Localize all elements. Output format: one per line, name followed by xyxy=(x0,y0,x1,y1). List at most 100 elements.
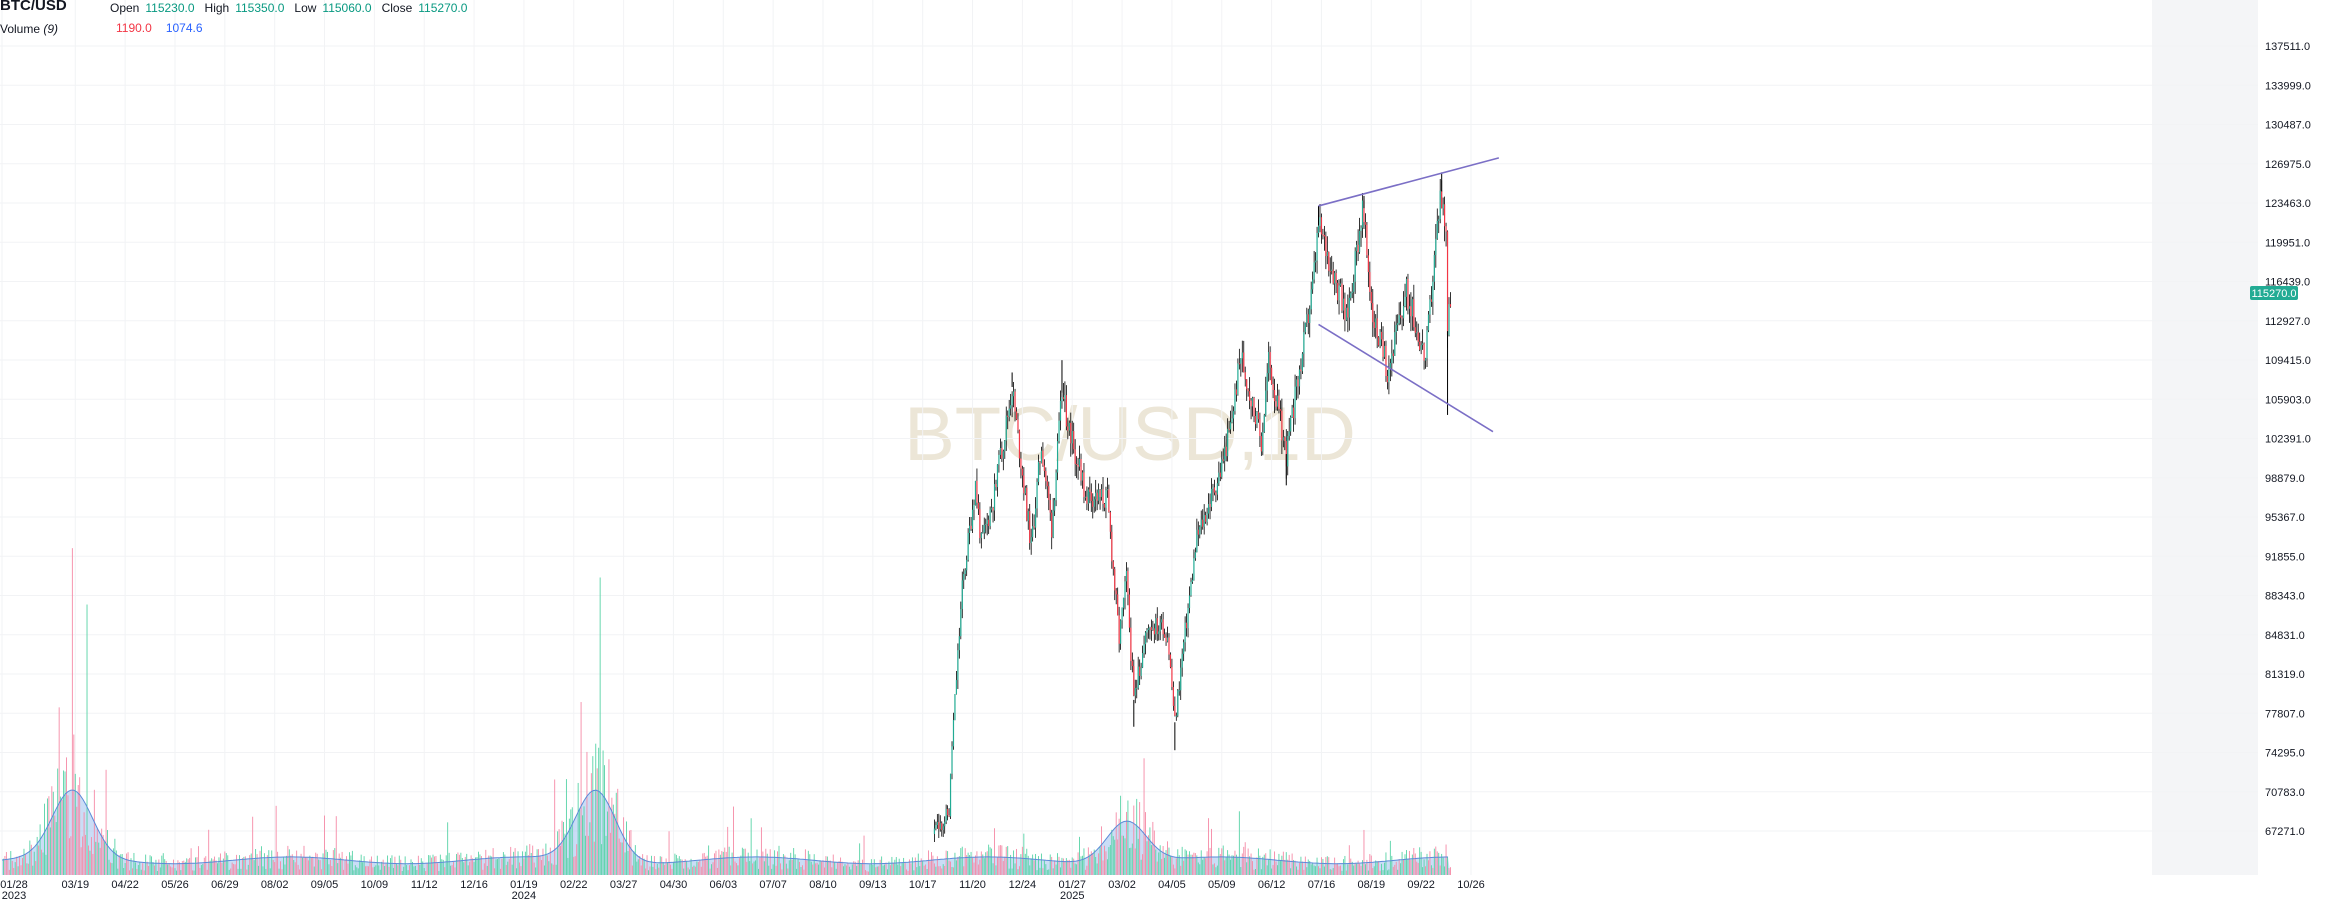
volume-bar xyxy=(645,868,647,875)
volume-bar xyxy=(832,854,834,875)
candle-body xyxy=(1222,459,1224,461)
volume-bar xyxy=(234,864,236,875)
volume-bar xyxy=(1168,847,1170,875)
volume-bar xyxy=(1112,836,1114,875)
candle-body xyxy=(1052,510,1054,538)
volume-bar xyxy=(284,864,286,875)
volume-bar xyxy=(152,862,154,875)
volume-bar xyxy=(941,868,943,875)
volume-bar xyxy=(741,847,743,875)
candle-body xyxy=(1400,315,1402,318)
candle-body xyxy=(1218,472,1220,484)
volume-bar xyxy=(1313,865,1315,875)
volume-bar xyxy=(1153,830,1155,875)
candle-body xyxy=(1061,397,1063,401)
volume-bar xyxy=(967,852,969,875)
candle-body xyxy=(1303,332,1305,354)
volume-bar xyxy=(983,858,985,875)
volume-bar xyxy=(998,845,1000,875)
volume-bar xyxy=(1429,851,1431,875)
volume-bar xyxy=(341,851,343,875)
volume-bar xyxy=(98,842,100,875)
candle-body xyxy=(1127,570,1129,595)
volume-bar xyxy=(1175,858,1177,875)
volume-bar xyxy=(225,853,227,875)
candle-body xyxy=(1105,490,1107,508)
volume-bar xyxy=(453,862,454,875)
volume-bar xyxy=(117,868,119,875)
volume-bar xyxy=(970,851,972,875)
volume-bar xyxy=(1312,862,1314,875)
candle-body xyxy=(966,559,968,571)
candle-body xyxy=(1329,270,1331,272)
candle-body xyxy=(1231,418,1233,423)
candle-body xyxy=(933,828,936,835)
volume-bar xyxy=(558,829,560,875)
volume-bar xyxy=(1115,812,1117,875)
candle-body xyxy=(1254,415,1257,425)
candle-body xyxy=(1026,487,1028,521)
volume-bar xyxy=(5,852,7,875)
volume-bar xyxy=(217,863,218,875)
volume-bar xyxy=(1147,835,1149,875)
volume-bar xyxy=(803,869,805,875)
candle-body xyxy=(936,822,938,826)
volume-bar xyxy=(671,868,673,875)
volume-bar xyxy=(1227,850,1229,875)
x-tick-year: 2024 xyxy=(512,890,536,902)
volume-bar xyxy=(1073,858,1075,875)
volume-bar xyxy=(351,850,353,875)
volume-bar xyxy=(1414,853,1416,875)
y-tick-label: 126975.0 xyxy=(2265,159,2311,171)
candle-body xyxy=(942,826,944,831)
volume-bar xyxy=(966,855,968,875)
volume-bar xyxy=(296,850,298,875)
volume-bar xyxy=(548,861,550,875)
volume-bar xyxy=(826,856,828,875)
volume-bar xyxy=(986,851,988,875)
volume-bar xyxy=(504,854,506,875)
volume-bar xyxy=(271,850,273,875)
volume-bar xyxy=(489,855,491,875)
volume-bar xyxy=(1401,851,1403,875)
volume-bar xyxy=(305,857,306,875)
volume-bar xyxy=(630,829,632,875)
volume-bar xyxy=(195,857,196,875)
trendlines[interactable] xyxy=(1318,157,1500,433)
volume-bar xyxy=(1194,853,1196,875)
volume-bar xyxy=(749,861,751,875)
candle-body xyxy=(1338,285,1340,301)
volume-bar xyxy=(731,852,733,875)
candle-body xyxy=(964,570,966,575)
volume-bar xyxy=(863,835,865,875)
volume-bar xyxy=(678,856,680,875)
x-tick-label: 07/16 xyxy=(1308,879,1336,891)
volume-bar xyxy=(605,835,607,875)
candle-body xyxy=(1172,687,1174,706)
volume-bar xyxy=(243,856,245,875)
volume-bar xyxy=(1109,845,1111,875)
volume-bar xyxy=(1419,847,1421,875)
volume-bar xyxy=(844,864,846,875)
volume-bar xyxy=(197,846,199,875)
volume-bar xyxy=(1341,870,1343,875)
candle-body xyxy=(1081,472,1084,481)
volume-bar xyxy=(655,869,657,875)
candle-body xyxy=(1040,450,1043,463)
volume-bar xyxy=(192,870,194,875)
volume-bar xyxy=(137,865,139,875)
symbol-title[interactable]: BTC/USD xyxy=(0,0,67,14)
volume-bar xyxy=(322,853,324,875)
volume-legend[interactable]: Volume (9) xyxy=(0,22,58,36)
volume-bar xyxy=(884,864,886,875)
price-axis[interactable]: 67271.0 70783.0 74295.0 77807.0 81319.0 84831… xyxy=(2265,41,2311,838)
volume-bar xyxy=(800,866,802,875)
candle-body xyxy=(1219,472,1221,477)
volume-bar xyxy=(302,857,303,875)
volume-bar xyxy=(1165,850,1167,875)
x-tick-label: 12/24 xyxy=(1009,879,1037,891)
candle-body xyxy=(1298,369,1301,387)
x-tick-label: 04/05 xyxy=(1158,879,1186,891)
